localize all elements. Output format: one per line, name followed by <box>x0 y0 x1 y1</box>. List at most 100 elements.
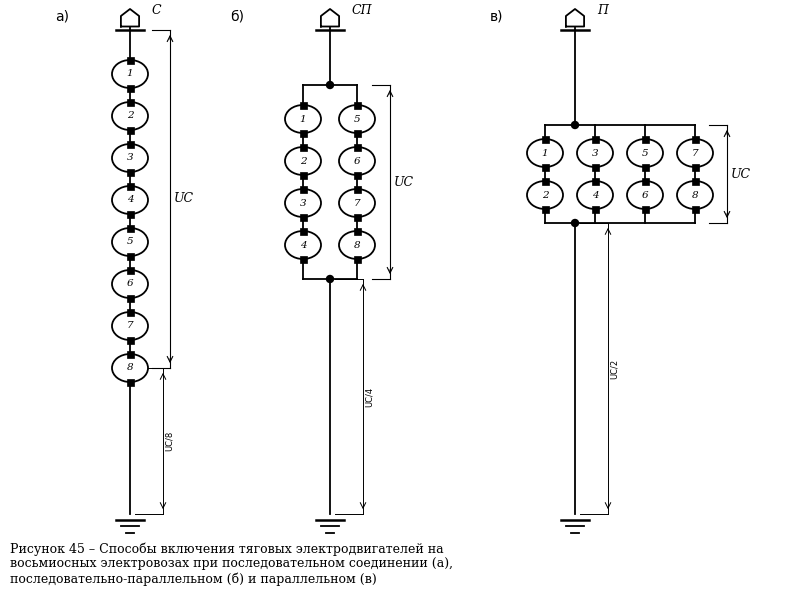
Text: UС: UС <box>731 167 751 181</box>
Text: 3: 3 <box>300 199 306 208</box>
Ellipse shape <box>339 105 375 133</box>
Text: UС/2: UС/2 <box>610 358 619 379</box>
Bar <box>126 308 134 316</box>
Bar <box>354 143 361 151</box>
Ellipse shape <box>677 139 713 167</box>
Ellipse shape <box>339 231 375 259</box>
Circle shape <box>571 121 578 128</box>
Ellipse shape <box>577 139 613 167</box>
Bar <box>299 256 306 263</box>
Bar <box>591 163 598 170</box>
Ellipse shape <box>112 270 148 298</box>
Ellipse shape <box>285 231 321 259</box>
Text: C: C <box>152 4 162 17</box>
Bar <box>354 214 361 220</box>
Bar <box>299 227 306 235</box>
Bar <box>591 205 598 212</box>
Text: 7: 7 <box>692 148 698 157</box>
Ellipse shape <box>677 181 713 209</box>
Bar <box>691 136 698 142</box>
Bar <box>126 182 134 190</box>
Ellipse shape <box>112 312 148 340</box>
Ellipse shape <box>112 102 148 130</box>
Bar <box>354 256 361 263</box>
Ellipse shape <box>339 189 375 217</box>
Text: 4: 4 <box>592 191 598 199</box>
Bar <box>542 178 549 185</box>
Bar <box>126 350 134 358</box>
Text: б): б) <box>230 9 244 23</box>
Text: Рисунок 45 – Способы включения тяговых электродвигателей на
восьмиосных электров: Рисунок 45 – Способы включения тяговых э… <box>10 542 453 586</box>
Bar <box>126 56 134 64</box>
Bar <box>126 295 134 301</box>
Ellipse shape <box>112 354 148 382</box>
Text: 2: 2 <box>126 112 134 121</box>
Bar <box>542 163 549 170</box>
Bar <box>126 85 134 91</box>
Bar <box>126 266 134 274</box>
Bar <box>126 337 134 343</box>
Bar <box>299 130 306 136</box>
Text: 7: 7 <box>354 199 360 208</box>
Text: 1: 1 <box>300 115 306 124</box>
Ellipse shape <box>112 228 148 256</box>
Text: 3: 3 <box>592 148 598 157</box>
Text: 5: 5 <box>354 115 360 124</box>
Bar <box>691 163 698 170</box>
Text: 5: 5 <box>126 238 134 247</box>
Bar <box>126 127 134 133</box>
Bar <box>591 178 598 185</box>
Text: а): а) <box>55 9 69 23</box>
Circle shape <box>326 82 334 88</box>
Bar <box>299 143 306 151</box>
Text: 3: 3 <box>126 154 134 163</box>
Bar <box>126 379 134 385</box>
Bar <box>299 101 306 109</box>
Circle shape <box>326 275 334 283</box>
Bar <box>299 214 306 220</box>
Ellipse shape <box>285 189 321 217</box>
Bar <box>542 205 549 212</box>
Text: 4: 4 <box>300 241 306 250</box>
Text: П: П <box>597 4 608 17</box>
Text: 1: 1 <box>126 70 134 79</box>
Bar <box>126 253 134 259</box>
Text: UС: UС <box>394 175 414 188</box>
Bar <box>299 185 306 193</box>
Ellipse shape <box>112 144 148 172</box>
Text: UС/8: UС/8 <box>165 431 174 451</box>
Ellipse shape <box>577 181 613 209</box>
Ellipse shape <box>527 139 563 167</box>
Ellipse shape <box>627 181 663 209</box>
Text: 8: 8 <box>354 241 360 250</box>
Text: 8: 8 <box>692 191 698 199</box>
Bar <box>354 130 361 136</box>
Bar <box>126 211 134 217</box>
Text: 4: 4 <box>126 196 134 205</box>
Ellipse shape <box>112 186 148 214</box>
Bar <box>591 136 598 142</box>
Bar <box>354 101 361 109</box>
Bar <box>642 205 649 212</box>
Text: UС: UС <box>174 193 194 205</box>
Bar <box>642 163 649 170</box>
Bar <box>642 178 649 185</box>
Bar <box>299 172 306 179</box>
Text: 2: 2 <box>542 191 548 199</box>
Ellipse shape <box>527 181 563 209</box>
Ellipse shape <box>112 60 148 88</box>
Text: 8: 8 <box>126 364 134 373</box>
Bar <box>126 140 134 148</box>
Text: UС/4: UС/4 <box>365 386 374 407</box>
Text: 6: 6 <box>354 157 360 166</box>
Text: 6: 6 <box>642 191 648 199</box>
Ellipse shape <box>339 147 375 175</box>
Ellipse shape <box>627 139 663 167</box>
Bar <box>691 178 698 185</box>
Text: 5: 5 <box>642 148 648 157</box>
Bar <box>354 172 361 179</box>
Text: 2: 2 <box>300 157 306 166</box>
Text: 1: 1 <box>542 148 548 157</box>
Bar <box>691 205 698 212</box>
Ellipse shape <box>285 147 321 175</box>
